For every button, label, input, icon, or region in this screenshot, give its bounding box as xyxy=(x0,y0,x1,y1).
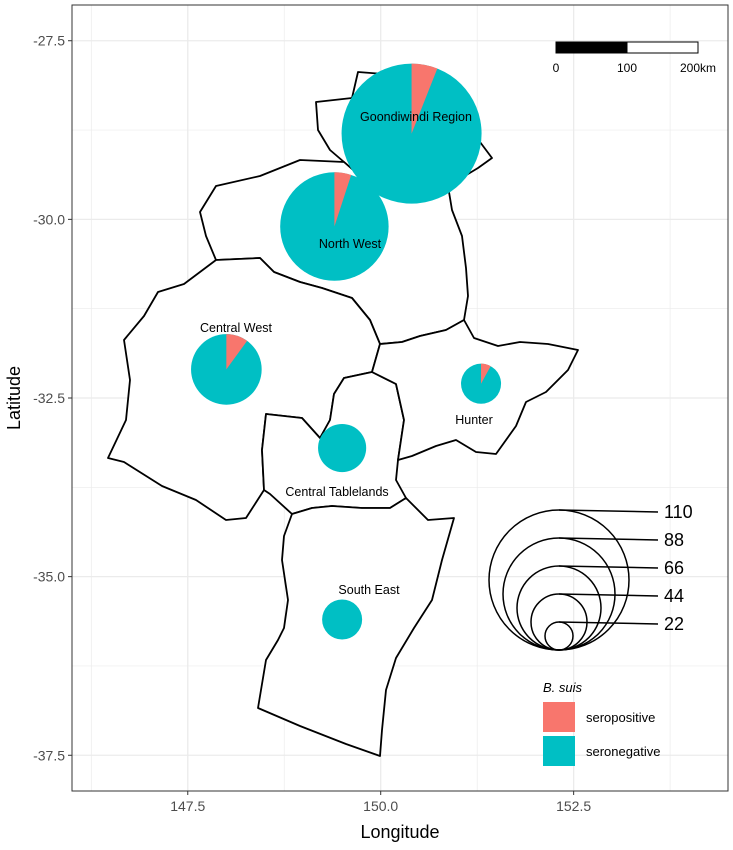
scale-bar: 0 100 200km xyxy=(553,41,716,75)
pie-markers xyxy=(191,63,502,640)
y-tick-label: -30.0 xyxy=(33,211,65,227)
size-leader-44 xyxy=(558,593,659,597)
x-tick-label: 147.5 xyxy=(170,798,205,814)
pie-hunter-seronegative xyxy=(461,363,502,404)
fill-legend: B. suis seropositive seronegative xyxy=(543,680,660,766)
fill-legend-title: B. suis xyxy=(543,680,583,695)
size-legend-labels: 110 88 66 44 22 xyxy=(664,502,693,634)
x-tick-label: 152.5 xyxy=(556,798,591,814)
y-tick-label: -35.0 xyxy=(33,569,65,585)
size-leader-66 xyxy=(558,565,659,569)
region-label-central-tablelands: Central Tablelands xyxy=(285,485,388,499)
size-label-66: 66 xyxy=(664,558,684,578)
y-tick-label: -27.5 xyxy=(33,33,65,49)
region-label-hunter: Hunter xyxy=(455,413,493,427)
size-label-22: 22 xyxy=(664,614,684,634)
y-axis-title: Latitude xyxy=(4,366,24,430)
region-label-central-west: Central West xyxy=(200,321,273,335)
legend-label-seropositive: seropositive xyxy=(586,710,655,725)
region-labels: Goondiwindi Region North West Central West… xyxy=(200,110,493,597)
legend-key-seronegative xyxy=(543,736,575,766)
scale-bar-black-segment xyxy=(555,41,628,54)
region-label-goondiwindi-region: Goondiwindi Region xyxy=(360,110,472,124)
x-axis-title: Longitude xyxy=(360,822,439,842)
size-legend xyxy=(488,509,659,651)
y-tick-label: -32.5 xyxy=(33,390,65,406)
pie-north-west-seropositive xyxy=(334,172,352,227)
pie-south-east-seronegative xyxy=(322,599,363,640)
pie-central-tablelands-seronegative xyxy=(318,423,367,473)
legend-label-seronegative: seronegative xyxy=(586,744,660,759)
region-label-south-east: South East xyxy=(338,583,400,597)
scale-label-200km: 200km xyxy=(680,61,716,75)
pie-hunter-seropositive xyxy=(481,363,491,384)
size-leader-110 xyxy=(558,509,659,513)
pie-central-west-seropositive xyxy=(226,334,248,370)
size-label-110: 110 xyxy=(664,502,693,522)
x-tick-label: 150.0 xyxy=(363,798,398,814)
y-tick-label: -37.5 xyxy=(33,747,65,763)
size-leader-88 xyxy=(558,537,659,541)
legend-key-seropositive xyxy=(543,702,575,732)
region-label-north-west: North West xyxy=(319,237,382,251)
size-label-88: 88 xyxy=(664,530,684,550)
scale-label-100: 100 xyxy=(617,61,637,75)
size-label-44: 44 xyxy=(664,586,684,606)
pie-goondiwindi-region-seropositive xyxy=(411,63,438,134)
scale-label-0: 0 xyxy=(553,61,560,75)
scale-bar-white-segment xyxy=(626,41,699,54)
size-leader-22 xyxy=(558,621,659,625)
axis-ticks: 147.5 150.0 152.5 -27.5 -30.0 -32.5 -35.0 -37.5 xyxy=(33,33,591,814)
